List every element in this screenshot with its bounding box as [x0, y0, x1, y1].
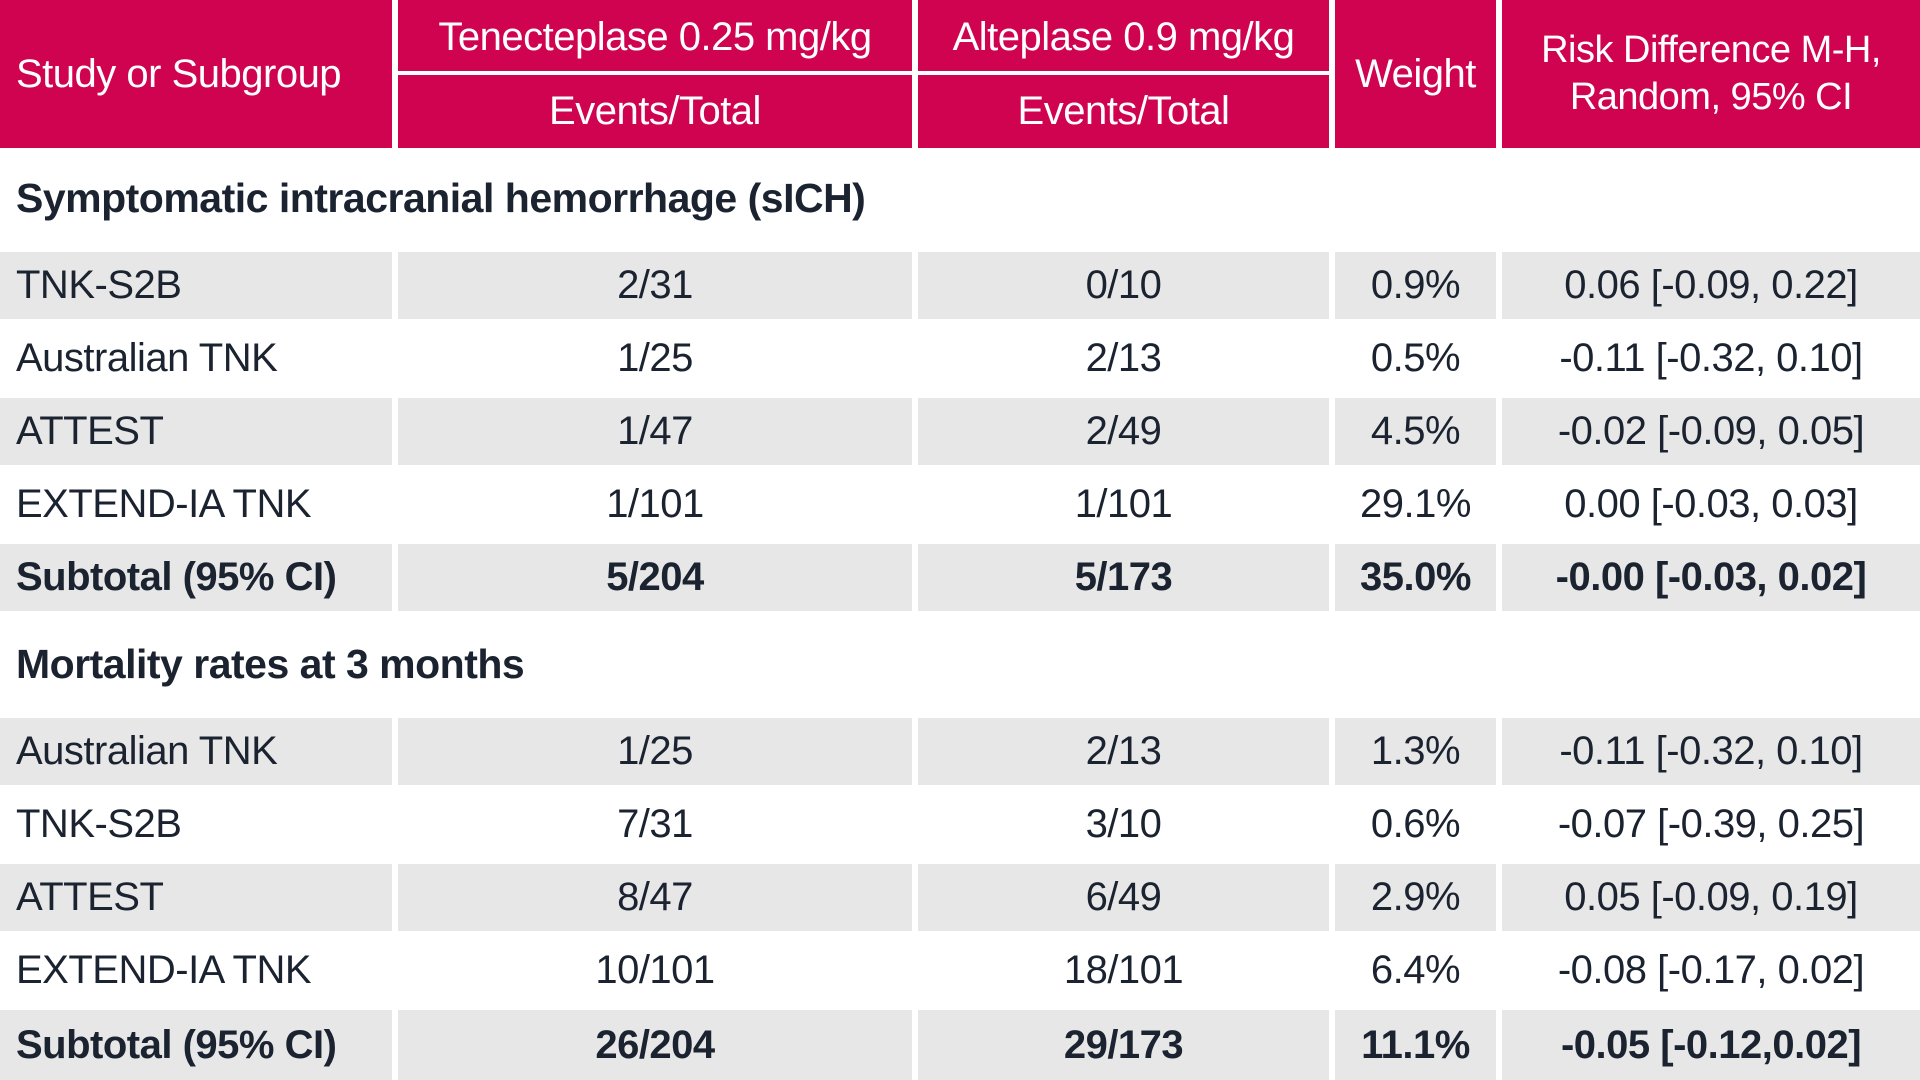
table-header: Study or Subgroup Tenecteplase 0.25 mg/k… — [0, 0, 1920, 148]
tenecteplase-events-cell: 1/101 — [392, 468, 912, 541]
weight-cell: 0.6% — [1329, 788, 1496, 861]
col-header-tenecteplase-label: Tenecteplase 0.25 mg/kg — [438, 14, 872, 59]
risk-ci-cell: -0.11 [-0.32, 0.10] — [1496, 322, 1920, 395]
table-row: Australian TNK 1/25 2/13 1.3% -0.11 [-0.… — [0, 715, 1920, 788]
alteplase-events-cell: 6/49 — [912, 861, 1329, 934]
study-cell: EXTEND-IA TNK — [0, 934, 392, 1007]
weight-cell: 4.5% — [1329, 395, 1496, 468]
tenecteplase-events-cell: 1/47 — [392, 395, 912, 468]
header-row-divider — [918, 71, 1329, 75]
weight-cell: 1.3% — [1329, 715, 1496, 788]
col-header-weight: Weight — [1329, 0, 1496, 148]
alteplase-events-cell: 5/173 — [912, 541, 1329, 614]
risk-header-line1: Risk Difference M-H, — [1541, 29, 1881, 71]
tenecteplase-events-cell: 5/204 — [392, 541, 912, 614]
col-header-alteplase: Alteplase 0.9 mg/kg Events/Total — [912, 0, 1329, 148]
risk-ci-cell: -0.05 [-0.12,0.02] — [1496, 1007, 1920, 1080]
table-row: ATTEST 1/47 2/49 4.5% -0.02 [-0.09, 0.05… — [0, 395, 1920, 468]
weight-cell: 0.9% — [1329, 249, 1496, 322]
table-row: EXTEND-IA TNK 1/101 1/101 29.1% 0.00 [-0… — [0, 468, 1920, 541]
study-cell: Australian TNK — [0, 715, 392, 788]
risk-ci-cell: -0.08 [-0.17, 0.02] — [1496, 934, 1920, 1007]
tenecteplase-events-cell: 8/47 — [392, 861, 912, 934]
section-title-mortality: Mortality rates at 3 months — [0, 614, 1920, 715]
col-header-tenecteplase-events-total: Events/Total — [549, 88, 761, 133]
tenecteplase-events-cell: 1/25 — [392, 715, 912, 788]
table-row: TNK-S2B 7/31 3/10 0.6% -0.07 [-0.39, 0.2… — [0, 788, 1920, 861]
header-row-divider — [398, 71, 912, 75]
weight-cell: 2.9% — [1329, 861, 1496, 934]
study-cell: ATTEST — [0, 395, 392, 468]
study-cell: TNK-S2B — [0, 249, 392, 322]
weight-cell: 29.1% — [1329, 468, 1496, 541]
risk-ci-cell: 0.00 [-0.03, 0.03] — [1496, 468, 1920, 541]
subtotal-row: Subtotal (95% CI) 26/204 29/173 11.1% -0… — [0, 1007, 1920, 1080]
alteplase-events-cell: 2/13 — [912, 715, 1329, 788]
risk-ci-cell: -0.00 [-0.03, 0.02] — [1496, 541, 1920, 614]
risk-ci-cell: -0.11 [-0.32, 0.10] — [1496, 715, 1920, 788]
alteplase-events-cell: 18/101 — [912, 934, 1329, 1007]
risk-ci-cell: 0.06 [-0.09, 0.22] — [1496, 249, 1920, 322]
table-row: TNK-S2B 2/31 0/10 0.9% 0.06 [-0.09, 0.22… — [0, 249, 1920, 322]
alteplase-events-cell: 29/173 — [912, 1007, 1329, 1080]
col-header-tenecteplase: Tenecteplase 0.25 mg/kg Events/Total — [392, 0, 912, 148]
tenecteplase-events-cell: 2/31 — [392, 249, 912, 322]
alteplase-events-cell: 1/101 — [912, 468, 1329, 541]
alteplase-events-cell: 0/10 — [912, 249, 1329, 322]
risk-ci-cell: 0.05 [-0.09, 0.19] — [1496, 861, 1920, 934]
weight-cell: 6.4% — [1329, 934, 1496, 1007]
col-header-alteplase-label: Alteplase 0.9 mg/kg — [952, 14, 1295, 59]
section-title-sich: Symptomatic intracranial hemorrhage (sIC… — [0, 148, 1920, 249]
tenecteplase-events-cell: 10/101 — [392, 934, 912, 1007]
study-cell: Australian TNK — [0, 322, 392, 395]
study-cell: Subtotal (95% CI) — [0, 541, 392, 614]
weight-cell: 35.0% — [1329, 541, 1496, 614]
study-cell: Subtotal (95% CI) — [0, 1007, 392, 1080]
risk-ci-cell: -0.02 [-0.09, 0.05] — [1496, 395, 1920, 468]
tenecteplase-events-cell: 1/25 — [392, 322, 912, 395]
col-header-alteplase-events-total: Events/Total — [1017, 88, 1230, 133]
col-header-study: Study or Subgroup — [16, 51, 342, 96]
study-cell: TNK-S2B — [0, 788, 392, 861]
tenecteplase-events-cell: 26/204 — [392, 1007, 912, 1080]
table-row: Australian TNK 1/25 2/13 0.5% -0.11 [-0.… — [0, 322, 1920, 395]
table-row: EXTEND-IA TNK 10/101 18/101 6.4% -0.08 [… — [0, 934, 1920, 1007]
table-row: ATTEST 8/47 6/49 2.9% 0.05 [-0.09, 0.19] — [0, 861, 1920, 934]
tenecteplase-events-cell: 7/31 — [392, 788, 912, 861]
risk-ci-cell: -0.07 [-0.39, 0.25] — [1496, 788, 1920, 861]
alteplase-events-cell: 2/13 — [912, 322, 1329, 395]
alteplase-events-cell: 2/49 — [912, 395, 1329, 468]
study-cell: ATTEST — [0, 861, 392, 934]
study-cell: EXTEND-IA TNK — [0, 468, 392, 541]
alteplase-events-cell: 3/10 — [912, 788, 1329, 861]
subtotal-row: Subtotal (95% CI) 5/204 5/173 35.0% -0.0… — [0, 541, 1920, 614]
col-header-risk-difference: Risk Difference M-H, Random, 95% CI — [1496, 0, 1920, 148]
risk-header-line2: Random, 95% CI — [1569, 76, 1853, 118]
weight-cell: 11.1% — [1329, 1007, 1496, 1080]
weight-cell: 0.5% — [1329, 322, 1496, 395]
